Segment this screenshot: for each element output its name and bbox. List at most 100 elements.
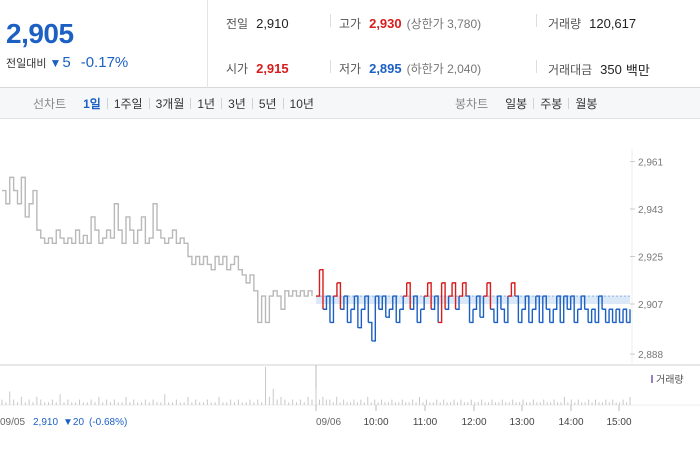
today-price-segment — [403, 282, 408, 297]
divider — [190, 98, 192, 109]
today-price-segment — [343, 295, 349, 323]
stat-high: 고가 2,930 (상한가 3,780) — [339, 15, 481, 32]
today-price-segment — [605, 309, 610, 324]
candle-monthly[interactable]: 월봉 — [575, 97, 598, 111]
candle-chart-title: 봉차트 — [455, 97, 489, 111]
today-price-segment — [420, 296, 425, 310]
stat-value: 120,617 — [589, 16, 637, 31]
today-price-segment — [389, 296, 394, 310]
today-price-segment — [609, 308, 614, 323]
lower-limit: (하한가 2,040) — [406, 62, 482, 76]
current-price: 2,905 — [6, 18, 74, 49]
stat-label: 거래량 — [548, 17, 582, 31]
time-label: 12:00 — [461, 417, 486, 428]
today-price-segment — [452, 282, 457, 310]
today-price-segment — [455, 296, 460, 310]
today-price-segment — [483, 282, 488, 297]
today-price-segment — [319, 268, 324, 310]
today-price-segment — [445, 296, 450, 310]
today-price-segment — [567, 296, 572, 310]
change-percent: -0.17% — [80, 54, 129, 71]
today-price-segment — [476, 295, 481, 318]
y-tick-label: 2,888 — [638, 350, 663, 361]
today-price-segment — [525, 295, 530, 323]
candle-chart-periods: 봉차트 일봉 주봉 월봉 — [455, 88, 603, 119]
quote-panel: 2,905 전일대비 ▼ 5 -0.17% 전일 2,910 고가 2,930 … — [0, 0, 700, 88]
today-price-segment — [427, 282, 432, 310]
today-price-segment — [584, 308, 589, 323]
today-price-segment — [563, 295, 568, 310]
today-price-segment — [399, 296, 404, 310]
today-price-segment — [616, 308, 621, 323]
today-price-segment — [518, 309, 523, 324]
stat-label: 저가 — [339, 62, 362, 76]
volume-legend-icon — [651, 375, 653, 383]
prev-close-summary: 2,910 — [33, 417, 58, 428]
candle-daily[interactable]: 일봉 — [505, 97, 528, 111]
today-price-segment — [329, 296, 335, 324]
stat-unit: 백만 — [625, 63, 650, 78]
today-price-segment — [459, 282, 464, 297]
today-price-segment — [549, 309, 554, 324]
stat-label: 시가 — [226, 62, 249, 76]
today-price-segment — [364, 295, 370, 323]
today-price-segment — [375, 295, 380, 310]
today-price-segment — [535, 295, 540, 323]
today-price-segment — [602, 308, 607, 323]
divider — [330, 14, 331, 27]
stat-open: 시가 2,915 — [226, 60, 289, 77]
candle-weekly[interactable]: 주봉 — [540, 97, 563, 111]
today-price-segment — [431, 296, 436, 310]
change-row: 전일대비 ▼ 5 -0.17% — [6, 54, 128, 71]
today-price-segment — [493, 296, 499, 324]
today-price-segment — [612, 309, 617, 324]
period-5y[interactable]: 5년 — [258, 97, 277, 111]
stat-label: 전일 — [226, 17, 249, 31]
today-price-segment — [588, 309, 593, 324]
today-price-segment — [424, 282, 429, 297]
stat-volume: 거래량 120,617 — [548, 15, 636, 32]
stat-value: 2,910 — [256, 16, 289, 31]
today-price-segment — [396, 309, 401, 324]
period-1d[interactable]: 1일 — [83, 97, 101, 111]
today-price-segment — [577, 296, 582, 310]
down-triangle-icon: ▼ — [49, 55, 62, 70]
today-price-segment — [385, 309, 390, 318]
today-price-segment — [378, 296, 383, 310]
today-price-segment — [473, 296, 478, 310]
time-label: 10:00 — [363, 417, 388, 428]
today-price-segment — [507, 282, 513, 297]
period-3y[interactable]: 3년 — [228, 97, 246, 111]
today-price-segment — [570, 295, 575, 323]
today-price-segment — [361, 296, 366, 310]
today-price-segment — [539, 296, 544, 324]
period-1y[interactable]: 1년 — [197, 97, 216, 111]
change-amount: 5 — [62, 54, 71, 71]
today-price-segment — [514, 295, 520, 323]
period-10y[interactable]: 10년 — [289, 97, 314, 111]
today-price-segment — [410, 296, 415, 310]
period-1w[interactable]: 1주일 — [113, 97, 143, 111]
today-price-segment — [553, 296, 558, 310]
today-price-segment — [406, 282, 411, 310]
divider — [106, 98, 108, 109]
volume-legend-label: 거래량 — [656, 374, 684, 386]
today-price-segment — [532, 296, 537, 310]
today-price-segment — [560, 296, 565, 324]
time-label: 14:00 — [558, 417, 583, 428]
today-price-segment — [350, 296, 356, 310]
today-price-segment — [619, 309, 624, 324]
today-price-segment — [469, 309, 474, 324]
divider — [148, 98, 150, 109]
period-3m[interactable]: 3개월 — [155, 97, 185, 111]
prev-change-summary: ▼20 — [63, 417, 84, 428]
stat-value: 2,915 — [256, 61, 289, 76]
today-price-segment — [595, 296, 600, 324]
today-price-segment — [626, 309, 631, 324]
stat-value: 350 — [600, 62, 622, 77]
y-tick-label: 2,925 — [638, 253, 663, 264]
prev-date-label: 09/05 — [0, 417, 25, 428]
stat-value: 2,930 — [369, 16, 402, 31]
today-price-segment — [591, 308, 596, 323]
divider — [533, 98, 535, 109]
